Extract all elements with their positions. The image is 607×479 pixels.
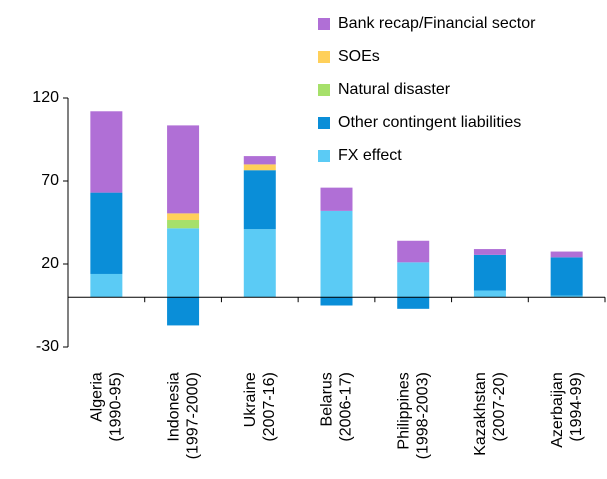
x-tick-label: Azerbaijan (549, 372, 566, 448)
y-tick-label: -30 (36, 338, 59, 355)
y-tick-label: 20 (41, 255, 59, 272)
bar-segment (397, 297, 430, 309)
bar-segment (90, 192, 123, 274)
x-tick-label: (1994-99) (568, 372, 585, 441)
y-tick-label: 70 (41, 172, 59, 189)
bar-segment (90, 111, 123, 193)
x-tick-label: Ukraine (242, 372, 259, 427)
bar-segment (167, 125, 200, 214)
bar-segment (320, 210, 353, 298)
legend-label: FX effect (338, 147, 402, 164)
bar-segment (320, 297, 353, 306)
legend-label: Natural disaster (338, 81, 451, 98)
bar-segment (243, 229, 276, 298)
bar-segment (167, 213, 200, 221)
legend-swatch (318, 51, 330, 63)
y-tick-label: 120 (32, 89, 59, 106)
legend-swatch (318, 18, 330, 30)
x-tick-label: (2007-16) (261, 372, 278, 441)
x-tick-label: Kazakhstan (472, 372, 489, 456)
bar-segment (90, 273, 123, 298)
legend-swatch (318, 84, 330, 96)
legend-label: SOEs (338, 48, 380, 65)
bar-segment (243, 164, 276, 171)
x-tick-label: Algeria (89, 372, 106, 422)
bar-segment (397, 240, 430, 263)
bar-segment (320, 187, 353, 211)
x-tick-label: (1990-95) (108, 372, 125, 441)
bar-segment (167, 297, 200, 326)
x-tick-label: Indonesia (165, 372, 182, 441)
x-tick-label: (2007-20) (491, 372, 508, 441)
legend-label: Bank recap/Financial sector (338, 15, 536, 32)
x-tick-label: (1997-2000) (184, 372, 201, 459)
bar-segment (550, 251, 583, 258)
legend-swatch (318, 150, 330, 162)
x-tick-label: Belarus (319, 372, 336, 426)
legend-swatch (318, 117, 330, 129)
bar-segment (473, 254, 506, 291)
bar-segment (473, 290, 506, 298)
bar-segment (167, 220, 200, 229)
bar-segment (243, 156, 276, 165)
bar-segment (473, 249, 506, 255)
x-tick-label: Philippines (395, 372, 412, 449)
legend-label: Other contingent liabilities (338, 114, 521, 131)
x-tick-label: (2006-17) (338, 372, 355, 441)
bar-segment (550, 257, 583, 296)
bar-segment (550, 295, 583, 298)
x-tick-label: (1998-2003) (414, 372, 431, 459)
bar-segment (397, 262, 430, 298)
bar-segment (167, 228, 200, 298)
bar-segment (243, 170, 276, 230)
